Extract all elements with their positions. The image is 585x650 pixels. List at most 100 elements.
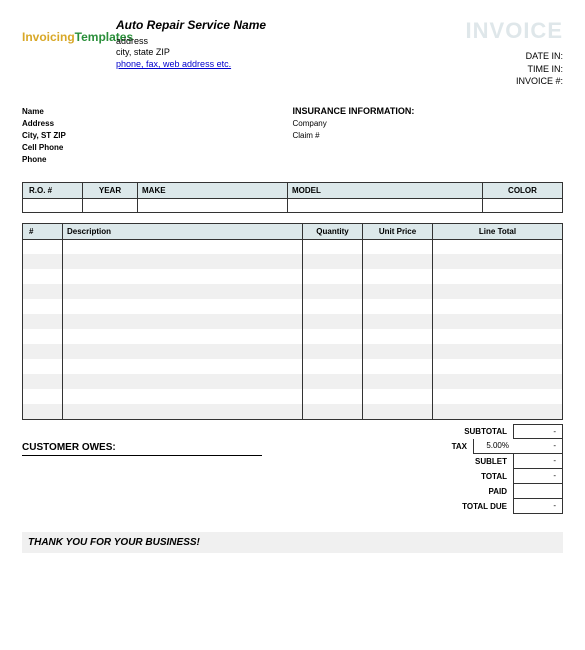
- items-cell[interactable]: [63, 359, 303, 374]
- items-cell[interactable]: [63, 314, 303, 329]
- items-col-price: Unit Price: [363, 223, 433, 239]
- items-row: [23, 269, 563, 284]
- items-cell[interactable]: [363, 389, 433, 404]
- vehicle-cell[interactable]: [83, 198, 138, 212]
- items-cell[interactable]: [363, 254, 433, 269]
- total-row: TOTAL -: [363, 469, 563, 484]
- items-cell[interactable]: [433, 239, 563, 254]
- items-cell[interactable]: [63, 329, 303, 344]
- items-cell[interactable]: [303, 314, 363, 329]
- company-info: Auto Repair Service Name address city, s…: [116, 18, 266, 88]
- total-due-row: TOTAL DUE -: [363, 499, 563, 514]
- customer-city: City, ST ZIP: [22, 130, 293, 142]
- customer-phone: Phone: [22, 154, 293, 166]
- items-cell[interactable]: [303, 374, 363, 389]
- items-cell[interactable]: [63, 389, 303, 404]
- total-due-label: TOTAL DUE: [363, 502, 513, 511]
- items-cell[interactable]: [23, 314, 63, 329]
- subtotal-label: SUBTOTAL: [363, 427, 513, 436]
- vehicle-cell[interactable]: [288, 198, 483, 212]
- items-cell[interactable]: [63, 284, 303, 299]
- items-cell[interactable]: [363, 329, 433, 344]
- items-col-qty: Quantity: [303, 223, 363, 239]
- items-cell[interactable]: [433, 374, 563, 389]
- items-cell[interactable]: [23, 389, 63, 404]
- items-cell[interactable]: [303, 239, 363, 254]
- items-row: [23, 239, 563, 254]
- items-cell[interactable]: [433, 254, 563, 269]
- items-cell[interactable]: [363, 344, 433, 359]
- items-row: [23, 314, 563, 329]
- items-cell[interactable]: [23, 269, 63, 284]
- items-cell[interactable]: [433, 344, 563, 359]
- header-left: InvoicingTemplates Auto Repair Service N…: [22, 18, 266, 88]
- items-row: [23, 329, 563, 344]
- vehicle-col-ro: R.O. #: [23, 182, 83, 198]
- items-cell[interactable]: [23, 329, 63, 344]
- items-cell[interactable]: [303, 299, 363, 314]
- items-cell[interactable]: [63, 344, 303, 359]
- items-cell[interactable]: [303, 269, 363, 284]
- items-cell[interactable]: [433, 359, 563, 374]
- header: InvoicingTemplates Auto Repair Service N…: [22, 18, 563, 88]
- items-header-row: # Description Quantity Unit Price Line T…: [23, 223, 563, 239]
- customer-owes-label: CUSTOMER OWES:: [22, 442, 262, 456]
- items-cell[interactable]: [23, 374, 63, 389]
- items-cell[interactable]: [63, 269, 303, 284]
- items-cell[interactable]: [363, 239, 433, 254]
- items-cell[interactable]: [363, 374, 433, 389]
- items-cell[interactable]: [433, 299, 563, 314]
- items-cell[interactable]: [23, 239, 63, 254]
- vehicle-col-make: MAKE: [138, 182, 288, 198]
- items-cell[interactable]: [363, 314, 433, 329]
- items-cell[interactable]: [23, 404, 63, 419]
- items-cell[interactable]: [433, 269, 563, 284]
- items-cell[interactable]: [63, 404, 303, 419]
- items-cell[interactable]: [433, 389, 563, 404]
- items-cell[interactable]: [433, 329, 563, 344]
- paid-value: [513, 484, 563, 499]
- items-cell[interactable]: [363, 404, 433, 419]
- items-cell[interactable]: [23, 254, 63, 269]
- items-cell[interactable]: [23, 284, 63, 299]
- items-cell[interactable]: [303, 329, 363, 344]
- vehicle-cell[interactable]: [483, 198, 563, 212]
- items-row: [23, 389, 563, 404]
- items-cell[interactable]: [23, 299, 63, 314]
- items-row: [23, 359, 563, 374]
- items-cell[interactable]: [303, 284, 363, 299]
- vehicle-cell[interactable]: [23, 198, 83, 212]
- invoice-title: INVOICE: [466, 18, 563, 44]
- items-cell[interactable]: [363, 299, 433, 314]
- items-cell[interactable]: [363, 359, 433, 374]
- items-cell[interactable]: [303, 359, 363, 374]
- company-name: Auto Repair Service Name: [116, 18, 266, 34]
- items-cell[interactable]: [63, 254, 303, 269]
- items-cell[interactable]: [433, 314, 563, 329]
- items-cell[interactable]: [63, 299, 303, 314]
- logo-text-1: Invoicing: [22, 30, 75, 44]
- invoice-num-label: INVOICE #:: [466, 75, 563, 88]
- items-cell[interactable]: [23, 359, 63, 374]
- company-contact-link[interactable]: phone, fax, web address etc.: [116, 59, 231, 69]
- tax-label: TAX: [363, 442, 473, 451]
- insurance-block: INSURANCE INFORMATION: Company Claim #: [293, 106, 564, 166]
- items-cell[interactable]: [303, 389, 363, 404]
- items-cell[interactable]: [23, 344, 63, 359]
- items-cell[interactable]: [303, 254, 363, 269]
- total-due-value: -: [513, 499, 563, 514]
- items-cell[interactable]: [363, 284, 433, 299]
- items-cell[interactable]: [303, 344, 363, 359]
- totals-block: SUBTOTAL - TAX 5.00% - SUBLET - TOTAL - …: [363, 424, 563, 514]
- items-cell[interactable]: [63, 374, 303, 389]
- items-cell[interactable]: [303, 404, 363, 419]
- items-cell[interactable]: [433, 404, 563, 419]
- items-cell[interactable]: [433, 284, 563, 299]
- vehicle-table: R.O. # YEAR MAKE MODEL COLOR: [22, 182, 563, 213]
- items-cell[interactable]: [63, 239, 303, 254]
- items-cell[interactable]: [363, 269, 433, 284]
- vehicle-cell[interactable]: [138, 198, 288, 212]
- customer-name: Name: [22, 106, 293, 118]
- paid-label: PAID: [363, 487, 513, 496]
- bottom-left: CUSTOMER OWES:: [22, 424, 363, 514]
